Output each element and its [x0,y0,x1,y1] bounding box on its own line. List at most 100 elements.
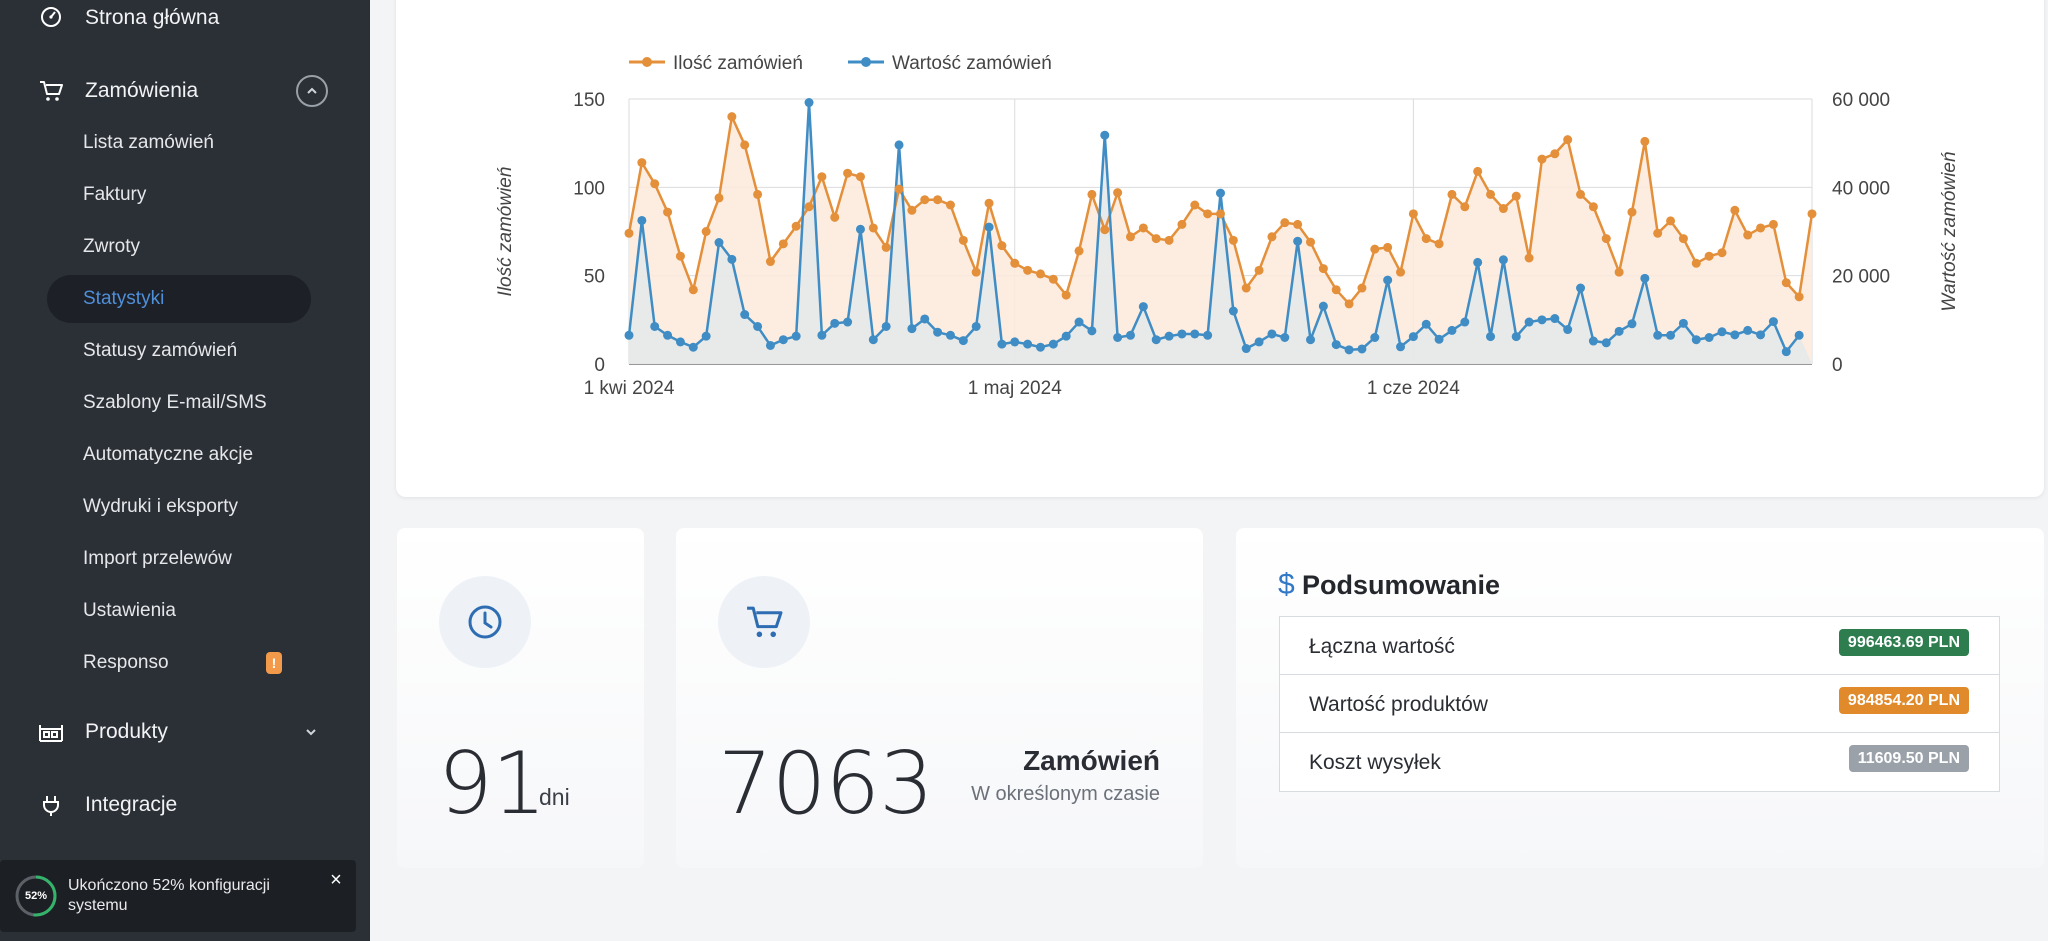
collapse-orders-button[interactable] [296,75,328,107]
orders-point [1035,269,1045,279]
value-point [1537,315,1547,325]
orders-point [1177,219,1187,229]
sidebar-item-invoices[interactable]: Faktury [0,175,370,215]
value-point [791,331,801,341]
value-point [945,330,955,340]
sidebar-item-returns[interactable]: Zwroty [0,227,370,267]
sidebar-item-order-statuses[interactable]: Statusy zamówień [0,331,370,371]
orders-point [1511,191,1521,201]
value-point [1550,314,1560,324]
orders-point [1486,189,1496,199]
sidebar-item-templates[interactable]: Szablony E-mail/SMS [0,383,370,423]
orders-point [830,212,840,222]
orders-point [894,184,904,194]
orders-point [1280,218,1290,228]
sidebar-item-label: Wydruki i eksporty [83,496,239,517]
plug-icon [38,792,64,818]
value-point [1331,340,1341,350]
orders-point [958,235,968,245]
orders-point [1164,235,1174,245]
nav-item-integrations[interactable]: Integracje [0,780,370,830]
orders-point [1678,234,1688,244]
value-point [1190,329,1200,339]
sidebar-item-transfer-import[interactable]: Import przelewów [0,539,370,579]
value-point [1563,325,1573,335]
orders-point [1794,292,1804,302]
value-point [714,238,724,248]
sidebar-item-order-list[interactable]: Lista zamówień [0,123,370,163]
nav-item-orders[interactable]: Zamówienia [0,66,370,116]
orders-point [753,189,763,199]
value-point [894,140,904,150]
value-point [1241,344,1251,354]
orders-point [1704,251,1714,261]
sidebar-item-statistics[interactable]: Statystyki [0,275,370,323]
value-point [855,224,865,234]
orders-point [1781,278,1791,288]
sidebar-item-label: Statystyki [83,288,165,309]
value-point [753,321,763,331]
sidebar-item-settings[interactable]: Ustawienia [0,591,370,631]
summary-row-products: Wartość produktów 984854.20 PLN [1280,675,1999,733]
value-point [984,222,994,232]
orders-point [1254,265,1264,275]
orders-point [804,202,814,212]
orders-point [1743,230,1753,240]
value-point [868,335,878,345]
sidebar-item-automations[interactable]: Automatyczne akcje [0,435,370,475]
value-point [701,331,711,341]
value-point [1023,339,1033,349]
summary-row-label: Łączna wartość [1309,635,1455,658]
orders-point [1010,258,1020,268]
nav-item-products[interactable]: Produkty [0,707,370,757]
nav-item-home[interactable]: Strona główna [0,0,370,36]
orders-point [907,205,917,215]
dashboard-icon [38,4,64,30]
orders-point [1113,188,1123,198]
value-point [1588,336,1598,346]
value-point [1498,255,1508,265]
setup-progress-text: Ukończono 52% konfiguracji systemu [68,877,270,914]
value-point [778,335,788,345]
value-point [1601,338,1611,348]
orders-point [765,257,775,267]
value-point [1293,236,1303,246]
value-point [1396,342,1406,352]
orders-point [1318,264,1328,274]
orders-point [1550,149,1560,159]
y2-axis-title: Wartość zamówień [1939,151,1960,311]
value-point [1074,317,1084,327]
orders-point [1640,136,1650,146]
orders-point [1601,234,1611,244]
orders-point [1537,154,1547,164]
value-point [1653,330,1663,340]
legend-label: Wartość zamówień [892,53,1052,74]
value-point [1048,339,1058,349]
close-icon[interactable]: × [330,869,342,891]
orders-point [971,267,981,277]
value-point [1306,335,1316,345]
value-point [1164,331,1174,341]
orders-point [1125,232,1135,242]
sidebar-item-label: Automatyczne akcje [83,444,254,465]
value-point [804,98,814,108]
legend-label: Ilość zamówień [673,53,803,74]
sidebar-item-prints-exports[interactable]: Wydruki i eksporty [0,487,370,527]
chevron-down-icon[interactable] [302,723,320,741]
total-value-badge: 996463.69 PLN [1838,629,1969,656]
orders-point [740,140,750,150]
value-point [881,321,891,331]
x-tick-label: 1 cze 2024 [1367,378,1460,399]
setup-progress-banner[interactable]: 52% Ukończono 52% konfiguracji systemu × [0,860,356,932]
orders-point [1190,200,1200,210]
sidebar-item-responso[interactable]: Responso ! [0,643,370,683]
orders-point [675,251,685,261]
value-point [1203,330,1213,340]
value-point [675,337,685,347]
x-tick-label: 1 kwi 2024 [584,378,675,399]
warehouse-icon [38,719,64,745]
y2-tick-label: 40 000 [1832,178,1890,199]
nav-label-products: Produkty [85,720,168,743]
orders-point [1241,283,1251,293]
y-tick-label: 0 [594,355,605,376]
